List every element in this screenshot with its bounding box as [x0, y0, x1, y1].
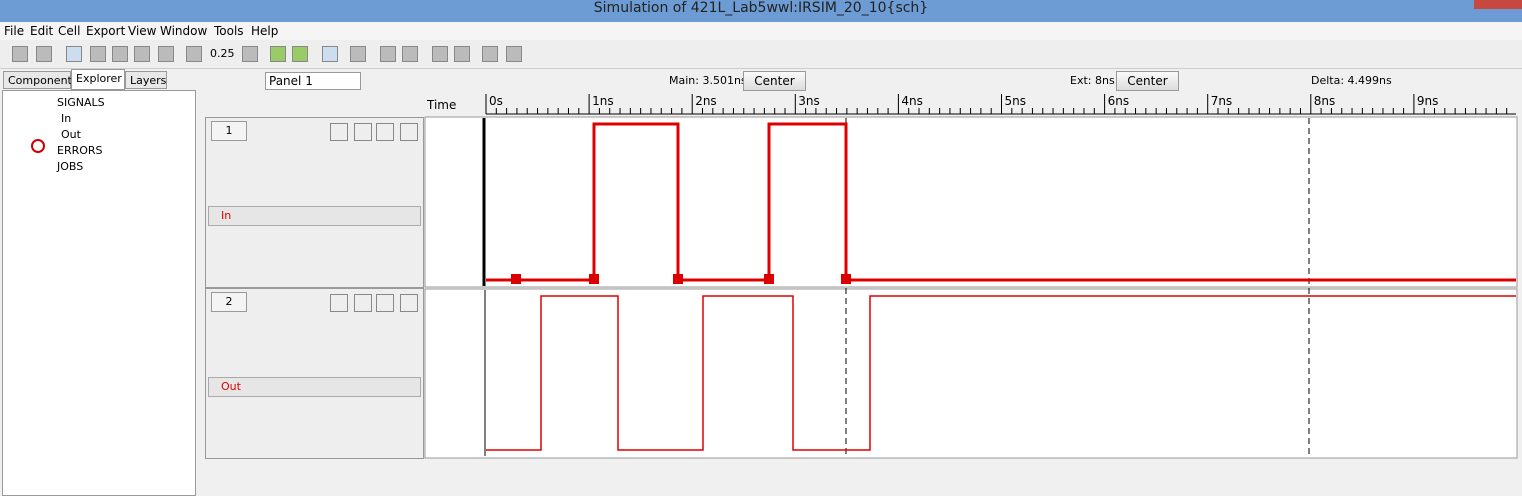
menu-item[interactable]: Window — [160, 24, 208, 38]
grid-align-icon[interactable] — [242, 46, 258, 62]
axis-tick-label: 0s — [489, 94, 503, 108]
eye2-icon[interactable] — [506, 46, 522, 62]
eye-icon[interactable] — [482, 46, 498, 62]
tree-node[interactable]: In — [61, 112, 72, 125]
axis-tick-label: 9ns — [1417, 94, 1439, 108]
tree-node[interactable]: Out — [61, 128, 81, 141]
tree-node[interactable]: SIGNALS — [57, 96, 105, 109]
axis-tick-label: 4ns — [901, 94, 923, 108]
panel-button[interactable] — [354, 123, 372, 141]
signal-panel: 2 Out — [205, 288, 424, 459]
window-title: Simulation of 421L_Lab5wwl:IRSIM_20_10{s… — [593, 0, 929, 16]
toolbar: 0.25 — [0, 40, 1522, 69]
redo-icon[interactable] — [402, 46, 418, 62]
pan-icon[interactable] — [90, 46, 106, 62]
delta-time: Delta: 4.499ns — [1311, 74, 1392, 87]
axis-tick-label: 7ns — [1211, 94, 1233, 108]
signal-name[interactable]: In — [208, 206, 421, 226]
tab[interactable]: Components — [3, 71, 78, 89]
menu-item[interactable]: View — [128, 24, 157, 38]
waveform-out — [486, 295, 1516, 451]
menu-item[interactable]: Edit — [30, 24, 54, 38]
menu-item[interactable]: Help — [251, 24, 279, 38]
undo-icon[interactable] — [380, 46, 396, 62]
place2-icon[interactable] — [292, 46, 308, 62]
main-time: Main: 3.501ns — [669, 74, 747, 87]
panel-button[interactable] — [354, 294, 372, 312]
ext-time: Ext: 8ns — [1070, 74, 1115, 87]
panel-button[interactable] — [330, 123, 348, 141]
zoom-icon[interactable] — [112, 46, 128, 62]
forward-icon[interactable] — [454, 46, 470, 62]
axis-tick-label: 3ns — [798, 94, 820, 108]
title-bar: Simulation of 421L_Lab5wwl:IRSIM_20_10{s… — [0, 0, 1522, 22]
panel-button[interactable] — [400, 294, 418, 312]
panel-dropdown[interactable]: Panel 1 — [265, 72, 361, 90]
panel-button[interactable] — [376, 294, 394, 312]
menu-item[interactable]: File — [4, 24, 25, 38]
waveform-in — [486, 122, 1516, 282]
axis-tick-label: 6ns — [1108, 94, 1130, 108]
menu-item[interactable]: Export — [86, 24, 126, 38]
cut-icon[interactable] — [350, 46, 366, 62]
tree-node[interactable]: JOBS — [57, 160, 84, 173]
open-icon[interactable] — [12, 46, 28, 62]
axis-tick-label: 2ns — [695, 94, 717, 108]
waveform-panel — [424, 288, 1518, 459]
select-icon[interactable] — [66, 46, 82, 62]
signal-panel: 1 In — [205, 117, 424, 288]
menu-bar: File Edit Cell Export View Window Tools Help — [0, 22, 1522, 40]
tree-node[interactable]: ERRORS — [57, 144, 103, 157]
error-icon — [31, 139, 45, 153]
tab-active[interactable]: Explorer — [71, 69, 125, 90]
explorer-tree: SIGNALS In Out ERRORS JOBS — [2, 90, 196, 496]
signal-name[interactable]: Out — [208, 377, 421, 397]
tab[interactable]: Layers — [125, 71, 167, 89]
panel-button[interactable] — [330, 294, 348, 312]
grid-size: 0.25 — [210, 47, 235, 60]
outline-icon[interactable] — [158, 46, 174, 62]
fit-icon[interactable] — [134, 46, 150, 62]
center-button[interactable]: Center — [743, 71, 806, 91]
waveform-panel — [424, 116, 1518, 288]
back-icon[interactable] — [432, 46, 448, 62]
panel-number[interactable]: 1 — [211, 121, 247, 141]
save-icon[interactable] — [36, 46, 52, 62]
grid-icon[interactable] — [186, 46, 202, 62]
axis-tick-label: 1ns — [592, 94, 614, 108]
place-icon[interactable] — [270, 46, 286, 62]
transition-markers — [511, 274, 851, 284]
cursor-icon[interactable] — [322, 46, 338, 62]
panel-number[interactable]: 2 — [211, 292, 247, 312]
menu-item[interactable]: Cell — [58, 24, 81, 38]
close-button[interactable] — [1474, 0, 1522, 9]
axis-tick-label: 8ns — [1314, 94, 1336, 108]
axis-label: Time — [427, 98, 457, 112]
center-button[interactable]: Center — [1116, 71, 1179, 91]
menu-item[interactable]: Tools — [214, 24, 244, 38]
axis-tick-label: 5ns — [1005, 94, 1027, 108]
panel-button[interactable] — [400, 123, 418, 141]
panel-button[interactable] — [376, 123, 394, 141]
